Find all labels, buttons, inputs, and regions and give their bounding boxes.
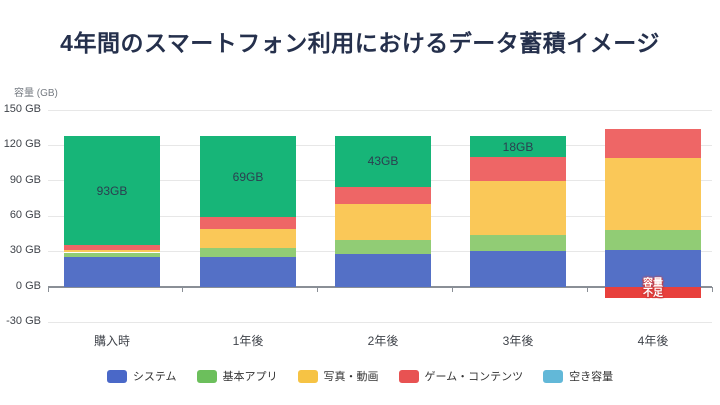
bar-segment [335,253,431,287]
free-space-value-label: 93GB [96,183,128,198]
bar-segment [200,257,296,287]
legend-item[interactable]: ゲーム・コンテンツ [398,368,524,384]
legend-label: 写真・動画 [323,371,379,383]
legend-item[interactable]: 空き容量 [543,368,613,384]
free-space-value-label: 43GB [367,154,399,169]
bar-segment [470,157,566,181]
bar-segment [200,247,296,258]
bar-segment [64,252,160,258]
bar-segment [605,128,701,159]
free-space-value-label: 69GB [232,169,264,184]
legend-item[interactable]: システム [106,368,177,384]
legend-label: システム [132,371,177,383]
y-axis-tick-label: 60 GB [9,209,41,221]
legend-label: 空き容量 [569,371,614,383]
bar-segment [470,251,566,287]
bar-segment [64,135,160,246]
legend-swatch-icon [398,369,419,383]
legend-swatch-icon [106,369,127,383]
bar-segment [200,217,296,229]
gridline [48,321,712,323]
bar-segment [335,135,431,187]
bar-segment [200,135,296,218]
bar-segment [470,180,566,235]
gridline [48,109,712,111]
legend-label: ゲーム・コンテンツ [424,371,524,383]
y-axis-unit-label: 容量 (GB) [14,88,58,99]
y-axis-tick-label: 90 GB [9,173,41,186]
x-axis-tick [317,286,318,292]
x-axis-tick [587,286,588,292]
y-axis-tick-label: 30 GB [9,244,41,257]
x-axis-tick [712,286,713,292]
capacity-shortage-label: 容量 不足 [643,277,663,299]
bar-segment-overflow [605,286,701,299]
x-axis-category-label: 3年後 [502,334,534,348]
y-axis-tick-label: -30 GB [6,315,41,327]
bar-segment [64,250,160,253]
chart-legend: システム 基本アプリ 写真・動画 ゲーム・コンテンツ 空き容量 [0,368,720,384]
legend-swatch-icon [543,369,564,383]
bar-segment [605,230,701,251]
x-axis-category-label: 2年後 [367,334,399,348]
y-axis-tick-label: 150 GB [3,103,41,115]
legend-swatch-icon [297,369,318,383]
x-axis-category-label: 4年後 [637,334,669,348]
legend-item[interactable]: 写真・動画 [297,368,379,384]
bar-segment [605,158,701,231]
bar-segment [64,245,160,251]
x-axis-tick [452,286,453,292]
x-axis-tick [182,286,183,292]
y-axis-tick-label: 120 GB [3,138,41,151]
x-axis-category-label: 購入時 [93,334,130,348]
bar-segment [605,250,701,287]
x-axis-line [48,285,712,288]
bar-segment [335,204,431,240]
legend-item[interactable]: 基本アプリ [196,368,278,384]
legend-label: 基本アプリ [222,371,278,383]
legend-swatch-icon [196,369,217,383]
bar-segment [335,186,431,205]
bar-segment [335,239,431,254]
bar-segment [200,228,296,248]
bar-segment [64,257,160,287]
y-axis-tick-label: 0 GB [15,279,41,292]
x-axis-tick [48,286,49,292]
page-title: 4年間のスマートフォン利用におけるデータ蓄積イメージ [60,30,660,56]
bar-segment [470,135,566,158]
free-space-value-label: 18GB [502,139,534,154]
bar-segment [470,234,566,252]
x-axis-category-label: 1年後 [232,334,264,348]
